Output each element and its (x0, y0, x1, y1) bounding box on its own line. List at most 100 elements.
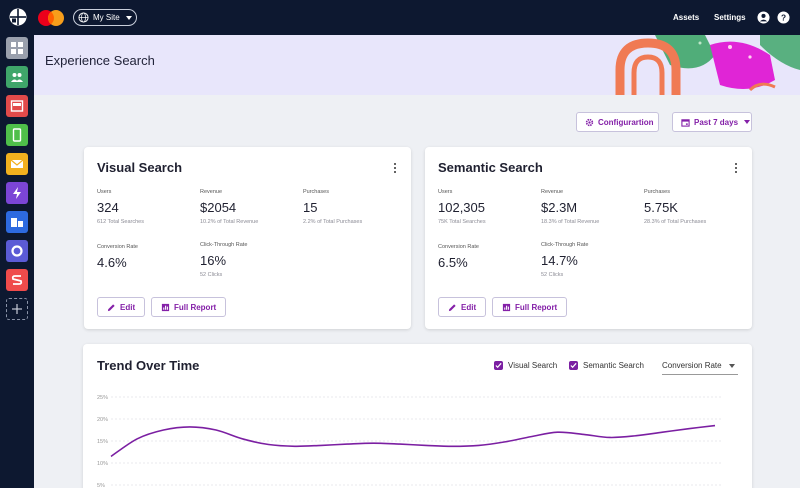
y-tick-label: 5% (97, 483, 105, 488)
help-circle-icon[interactable]: ? (777, 11, 790, 24)
edit-button[interactable]: Edit (97, 297, 146, 317)
metric-conversion-rate: Conversion Rate 6.5% (438, 244, 479, 270)
metric-subtext: 10.2% of Total Revenue (200, 219, 259, 225)
chevron-down-icon (729, 364, 735, 368)
svg-text:?: ? (781, 13, 786, 23)
report-icon (502, 303, 511, 311)
metric-subtext: 2.2% of Total Purchases (303, 219, 363, 225)
sidebar-app-stack[interactable] (6, 269, 28, 291)
visual-search-card: Visual Search Users 324 612 Total Search… (84, 147, 411, 329)
metric-revenue: Revenue $2054 10.2% of Total Revenue (200, 189, 258, 225)
metric-value: 5.75K (644, 200, 678, 215)
sidebar-app-blocks[interactable] (6, 211, 28, 233)
phone-icon (12, 128, 22, 142)
top-bar: My Site Assets Settings ? (0, 0, 800, 35)
layout-icon (10, 100, 24, 112)
sidebar-app-audience[interactable] (6, 66, 28, 88)
metric-select-value: Conversion Rate (662, 361, 722, 370)
calendar-icon (681, 118, 690, 127)
metric-revenue: Revenue $2.3M 18.3% of Total Revenue (541, 189, 599, 225)
assets-link[interactable]: Assets (673, 13, 700, 22)
chevron-down-icon (125, 15, 132, 20)
grid-icon (11, 42, 23, 54)
metric-label: Users (438, 189, 453, 195)
lightning-icon (13, 187, 21, 199)
user-circle-icon[interactable] (757, 11, 770, 24)
metric-click-through-rate: Click-Through Rate 16% 52 Clicks (200, 242, 247, 278)
metric-value: $2054 (200, 200, 237, 215)
metric-value: 324 (97, 200, 119, 215)
full-report-button-label: Full Report (174, 302, 217, 312)
sidebar-app-dashboard[interactable] (6, 37, 28, 59)
more-options-icon[interactable] (734, 163, 738, 173)
full-report-button[interactable]: Full Report (492, 297, 568, 317)
metric-subtext: 28.3% of Total Purchases (644, 219, 707, 225)
site-selector-label: My Site (93, 13, 120, 22)
visual-search-checkbox[interactable]: Visual Search (494, 361, 557, 370)
people-icon (11, 73, 23, 82)
pencil-icon (107, 303, 115, 311)
y-tick-label: 25% (97, 395, 108, 401)
metric-value: 14.7% (541, 253, 578, 268)
decorative-banner-illustration (615, 35, 800, 95)
metric-label: Revenue (200, 189, 223, 195)
checkbox-label: Visual Search (508, 361, 558, 370)
card-title: Semantic Search (438, 160, 543, 175)
site-selector[interactable]: My Site (73, 9, 137, 26)
page-header-banner: Experience Search (34, 35, 800, 95)
plus-icon (12, 304, 22, 314)
sidebar-app-email[interactable] (6, 153, 28, 175)
chevron-down-icon (744, 120, 751, 124)
date-range-label: Past 7 days (694, 117, 739, 127)
metric-label: Users (97, 189, 112, 195)
edit-button-label: Edit (120, 302, 136, 312)
page-title: Experience Search (45, 53, 155, 68)
configuration-button[interactable]: Configurartion (576, 112, 659, 132)
ring-icon (11, 245, 23, 257)
series-line (110, 424, 716, 458)
metric-label: Revenue (541, 189, 564, 195)
configuration-button-label: Configurartion (598, 117, 654, 127)
metric-value: 6.5% (438, 255, 468, 270)
date-range-select[interactable]: Past 7 days (672, 112, 752, 132)
metric-select-dropdown[interactable]: Conversion Rate (662, 358, 738, 375)
metric-click-through-rate: Click-Through Rate 14.7% 52 Clicks (541, 242, 588, 278)
metric-purchases: Purchases 15 2.2% of Total Purchases (303, 189, 362, 225)
metric-subtext: 612 Total Searches (97, 219, 144, 225)
add-app-button[interactable] (6, 298, 28, 320)
card-title: Visual Search (97, 160, 183, 175)
metric-users: Users 324 612 Total Searches (97, 189, 144, 225)
pencil-icon (448, 303, 456, 311)
app-sidebar (0, 35, 34, 488)
metric-value: 15 (303, 200, 318, 215)
metric-label: Click-Through Rate (200, 242, 248, 248)
metric-subtext: 52 Clicks (541, 272, 564, 278)
s-icon (11, 275, 23, 285)
metric-label: Purchases (644, 189, 670, 195)
sidebar-app-loop[interactable] (6, 240, 28, 262)
checkbox-checked-icon (494, 361, 503, 370)
mastercard-logo-icon (38, 10, 64, 26)
edit-button-label: Edit (461, 302, 477, 312)
metric-label: Conversion Rate (438, 244, 479, 250)
mail-icon (10, 159, 24, 168)
brand-logo-icon[interactable] (9, 8, 27, 26)
sidebar-app-layout[interactable] (6, 95, 28, 117)
edit-button[interactable]: Edit (438, 297, 487, 317)
trend-title: Trend Over Time (97, 358, 200, 373)
report-icon (161, 303, 170, 311)
semantic-search-checkbox[interactable]: Semantic Search (569, 361, 644, 370)
y-tick-label: 20% (97, 417, 108, 423)
metric-users: Users 102,305 75K Total Searches (438, 189, 486, 225)
blocks-icon (11, 218, 23, 227)
globe-icon (78, 12, 89, 23)
metric-label: Click-Through Rate (541, 242, 589, 248)
sidebar-app-lightning[interactable] (6, 182, 28, 204)
settings-link[interactable]: Settings (714, 13, 746, 22)
full-report-button[interactable]: Full Report (151, 297, 227, 317)
more-options-icon[interactable] (393, 163, 397, 173)
metric-value: 102,305 (438, 200, 485, 215)
sidebar-app-mobile[interactable] (6, 124, 28, 146)
trend-card: Trend Over Time Visual Search Semantic S… (83, 344, 752, 488)
metric-conversion-rate: Conversion Rate 4.6% (97, 244, 138, 270)
